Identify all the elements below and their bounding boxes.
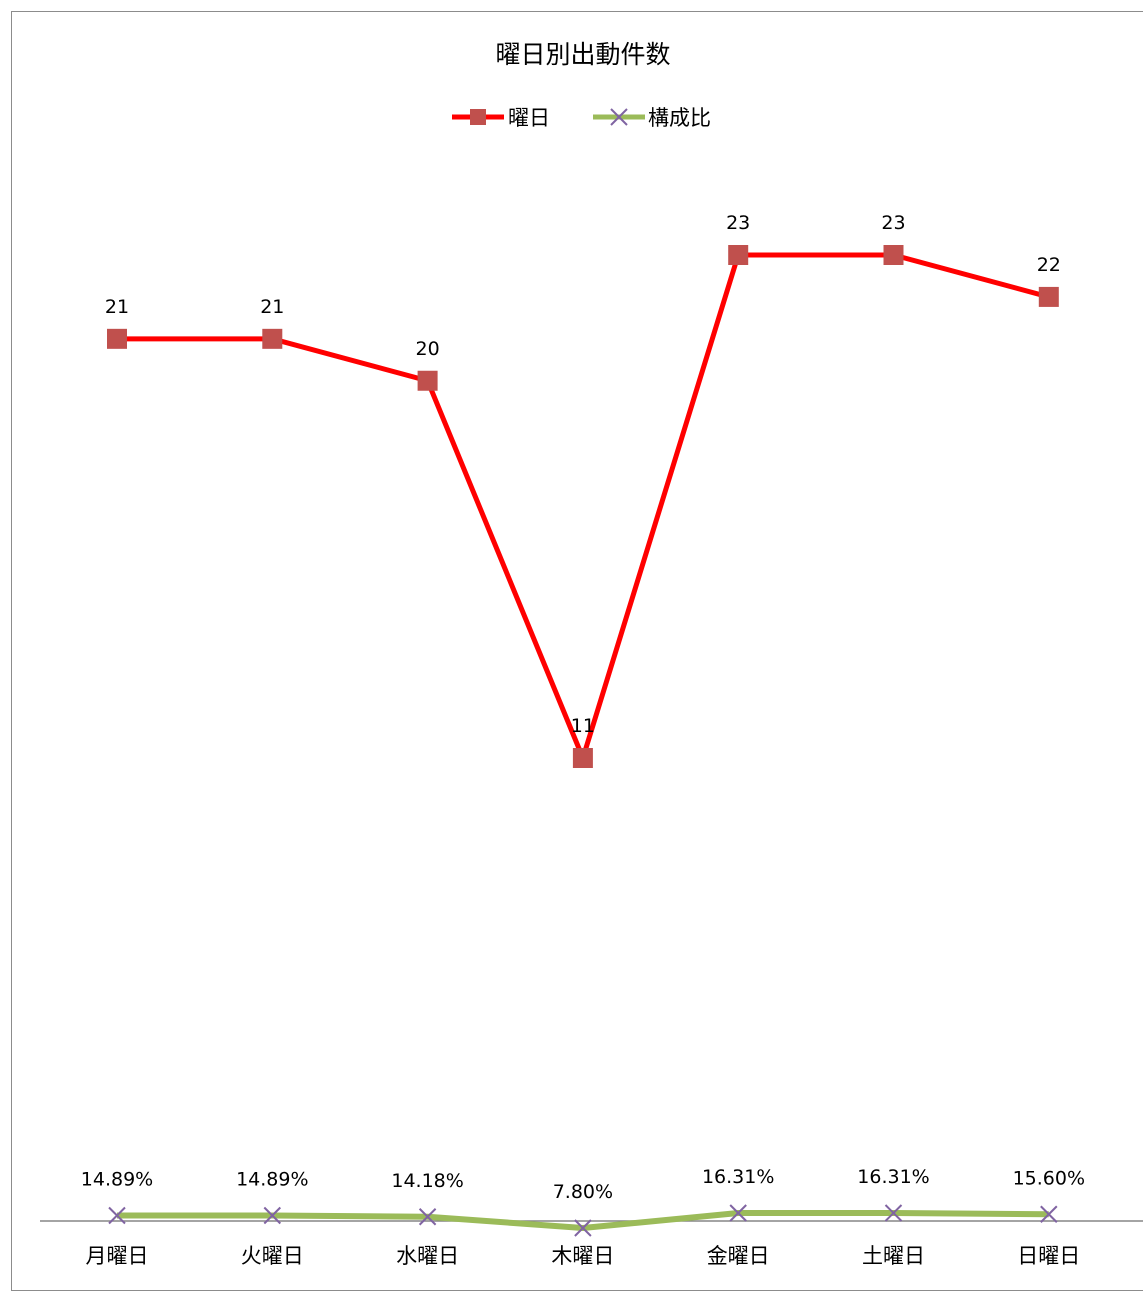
legend-marker-square-icon: [470, 109, 486, 125]
data-label-1-1: 14.89%: [236, 1169, 308, 1191]
data-label-1-2: 14.18%: [391, 1170, 463, 1192]
chart-title: 曜日別出動件数: [495, 40, 670, 69]
data-label-1-3: 7.80%: [553, 1181, 613, 1203]
data-label-1-0: 14.89%: [81, 1169, 153, 1191]
legend-item-ratio: 構成比: [593, 106, 711, 130]
data-label-1-6: 15.60%: [1013, 1167, 1085, 1189]
series-1: 14.89% 14.89% 14.18% 7.80% 16.31% 16.31% 15.60…: [81, 1166, 1085, 1236]
data-label-0-1: 21: [260, 296, 284, 318]
plot-area: 21 21 20 11 23 23 22 14.89% 14.89% 14.18% 7.80% 16.…: [81, 212, 1085, 1236]
series-0: 21 21 20 11 23 23 22: [105, 212, 1061, 768]
x-tick-label-6: 日曜日: [1017, 1244, 1080, 1268]
data-label-0-6: 22: [1037, 254, 1061, 276]
x-tick-label-2: 水曜日: [396, 1244, 459, 1268]
legend: 曜日 構成比: [452, 106, 711, 130]
data-label-1-5: 16.31%: [857, 1166, 929, 1188]
data-point-square-5: [884, 245, 904, 265]
x-tick-label-0: 月曜日: [86, 1244, 149, 1268]
series-line-0: [117, 255, 1049, 758]
data-point-square-0: [107, 329, 127, 349]
data-label-1-4: 16.31%: [702, 1166, 774, 1188]
data-label-0-4: 23: [726, 212, 750, 234]
data-point-square-1: [262, 329, 282, 349]
data-point-square-3: [573, 748, 593, 768]
x-tick-label-1: 火曜日: [241, 1244, 304, 1268]
data-label-0-0: 21: [105, 296, 129, 318]
legend-item-day: 曜日: [452, 106, 550, 130]
data-label-0-3: 11: [571, 715, 595, 737]
x-tick-label-3: 木曜日: [551, 1244, 614, 1268]
legend-label-day: 曜日: [508, 106, 550, 130]
data-point-square-2: [418, 371, 438, 391]
x-tick-label-4: 金曜日: [707, 1244, 770, 1268]
data-label-0-5: 23: [881, 212, 905, 234]
legend-label-ratio: 構成比: [648, 106, 711, 130]
data-label-0-2: 20: [416, 338, 440, 360]
data-point-square-6: [1039, 287, 1059, 307]
data-point-square-4: [728, 245, 748, 265]
x-tick-label-5: 土曜日: [862, 1244, 925, 1268]
x-tick-labels: 月曜日 火曜日 水曜日 木曜日 金曜日 土曜日 日曜日: [86, 1244, 1081, 1268]
